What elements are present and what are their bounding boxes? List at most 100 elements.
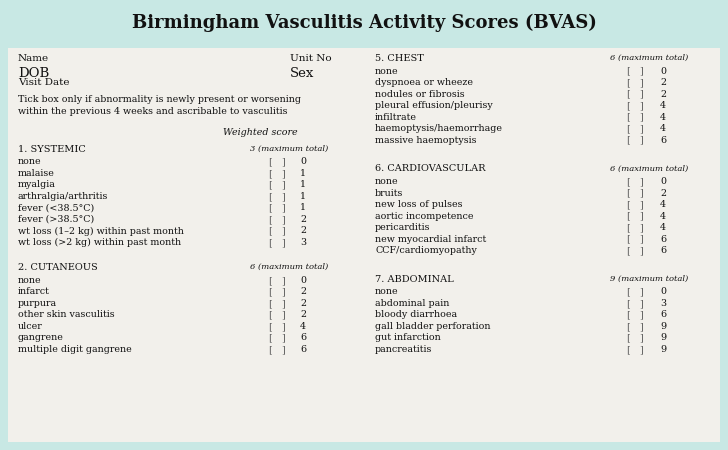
Text: fever (<38.5°C): fever (<38.5°C) bbox=[18, 203, 94, 212]
Text: ]: ] bbox=[639, 212, 643, 220]
Text: ]: ] bbox=[281, 322, 285, 331]
Text: [: [ bbox=[626, 112, 630, 122]
Text: ]: ] bbox=[281, 299, 285, 308]
Text: ]: ] bbox=[639, 124, 643, 133]
Text: 4: 4 bbox=[660, 212, 666, 220]
Text: bruits: bruits bbox=[375, 189, 403, 198]
Text: other skin vasculitis: other skin vasculitis bbox=[18, 310, 114, 320]
Text: none: none bbox=[18, 158, 41, 166]
Text: ]: ] bbox=[639, 246, 643, 255]
Text: [: [ bbox=[268, 310, 272, 320]
Text: nodules or fibrosis: nodules or fibrosis bbox=[375, 90, 464, 99]
Text: gangrene: gangrene bbox=[18, 333, 64, 342]
Text: 2. CUTANEOUS: 2. CUTANEOUS bbox=[18, 263, 98, 272]
Text: ]: ] bbox=[639, 67, 643, 76]
Text: [: [ bbox=[626, 234, 630, 243]
Text: 0: 0 bbox=[300, 158, 306, 166]
Text: 2: 2 bbox=[300, 310, 306, 320]
Text: Name: Name bbox=[18, 54, 49, 63]
Text: [: [ bbox=[268, 169, 272, 178]
Text: 9: 9 bbox=[660, 345, 666, 354]
Text: ]: ] bbox=[281, 333, 285, 342]
Text: [: [ bbox=[268, 215, 272, 224]
Text: [: [ bbox=[626, 200, 630, 209]
Text: [: [ bbox=[268, 238, 272, 247]
Text: malaise: malaise bbox=[18, 169, 55, 178]
Text: [: [ bbox=[268, 333, 272, 342]
Text: 2: 2 bbox=[660, 90, 666, 99]
Text: purpura: purpura bbox=[18, 299, 57, 308]
Text: myalgia: myalgia bbox=[18, 180, 56, 189]
Text: none: none bbox=[375, 67, 399, 76]
Text: 4: 4 bbox=[660, 200, 666, 209]
Text: arthralgia/arthritis: arthralgia/arthritis bbox=[18, 192, 108, 201]
Text: [: [ bbox=[626, 90, 630, 99]
Text: 4: 4 bbox=[300, 322, 306, 331]
Text: ]: ] bbox=[281, 169, 285, 178]
Text: 1: 1 bbox=[300, 192, 306, 201]
Text: [: [ bbox=[626, 101, 630, 110]
Text: 3: 3 bbox=[300, 238, 306, 247]
Text: 1: 1 bbox=[300, 169, 306, 178]
Text: [: [ bbox=[626, 246, 630, 255]
Text: ulcer: ulcer bbox=[18, 322, 43, 331]
Text: 4: 4 bbox=[660, 124, 666, 133]
Text: Sex: Sex bbox=[290, 67, 314, 80]
Text: ]: ] bbox=[639, 101, 643, 110]
Text: gall bladder perforation: gall bladder perforation bbox=[375, 322, 491, 331]
Text: [: [ bbox=[268, 192, 272, 201]
Text: 3 (maximum total): 3 (maximum total) bbox=[250, 145, 328, 153]
Text: new myocardial infarct: new myocardial infarct bbox=[375, 234, 486, 243]
Text: 2: 2 bbox=[300, 226, 306, 235]
Text: 2: 2 bbox=[300, 288, 306, 297]
Text: [: [ bbox=[626, 223, 630, 232]
Text: pancreatitis: pancreatitis bbox=[375, 345, 432, 354]
Text: pleural effusion/pleurisy: pleural effusion/pleurisy bbox=[375, 101, 493, 110]
Text: [: [ bbox=[626, 177, 630, 186]
Text: ]: ] bbox=[639, 200, 643, 209]
Text: fever (>38.5°C): fever (>38.5°C) bbox=[18, 215, 94, 224]
Text: ]: ] bbox=[281, 345, 285, 354]
Text: none: none bbox=[375, 288, 399, 297]
Text: 9: 9 bbox=[660, 322, 666, 331]
Text: [: [ bbox=[626, 310, 630, 320]
Text: ]: ] bbox=[639, 135, 643, 144]
Text: ]: ] bbox=[281, 310, 285, 320]
Text: Weighted score: Weighted score bbox=[223, 128, 297, 137]
Text: wt loss (>2 kg) within past month: wt loss (>2 kg) within past month bbox=[18, 238, 181, 247]
Text: ]: ] bbox=[281, 238, 285, 247]
Text: 6: 6 bbox=[660, 310, 666, 320]
Text: 2: 2 bbox=[660, 189, 666, 198]
FancyBboxPatch shape bbox=[8, 48, 720, 442]
Text: 6: 6 bbox=[660, 246, 666, 255]
Text: [: [ bbox=[626, 212, 630, 220]
Text: 9: 9 bbox=[660, 333, 666, 342]
Text: multiple digit gangrene: multiple digit gangrene bbox=[18, 345, 132, 354]
Text: within the previous 4 weeks and ascribable to vasculitis: within the previous 4 weeks and ascribab… bbox=[18, 108, 288, 117]
Text: infiltrate: infiltrate bbox=[375, 112, 417, 122]
Text: Tick box only if abnormality is newly present or worsening: Tick box only if abnormality is newly pr… bbox=[18, 95, 301, 104]
Text: ]: ] bbox=[639, 322, 643, 331]
Text: [: [ bbox=[626, 299, 630, 308]
Text: 4: 4 bbox=[660, 101, 666, 110]
Text: [: [ bbox=[626, 78, 630, 87]
Text: 2: 2 bbox=[660, 78, 666, 87]
Text: ]: ] bbox=[281, 276, 285, 285]
Text: ]: ] bbox=[281, 158, 285, 166]
Text: 2: 2 bbox=[300, 299, 306, 308]
Text: 4: 4 bbox=[660, 112, 666, 122]
Text: massive haemoptysis: massive haemoptysis bbox=[375, 135, 477, 144]
Text: Birmingham Vasculitis Activity Scores (BVAS): Birmingham Vasculitis Activity Scores (B… bbox=[132, 14, 596, 32]
Text: 2: 2 bbox=[300, 215, 306, 224]
Text: DOB: DOB bbox=[18, 67, 50, 80]
Text: ]: ] bbox=[281, 192, 285, 201]
Text: [: [ bbox=[626, 333, 630, 342]
Text: ]: ] bbox=[639, 299, 643, 308]
Text: 6: 6 bbox=[660, 234, 666, 243]
Text: new loss of pulses: new loss of pulses bbox=[375, 200, 462, 209]
Text: ]: ] bbox=[639, 177, 643, 186]
Text: [: [ bbox=[268, 158, 272, 166]
Text: pericarditis: pericarditis bbox=[375, 223, 430, 232]
Text: [: [ bbox=[268, 276, 272, 285]
Text: [: [ bbox=[626, 67, 630, 76]
